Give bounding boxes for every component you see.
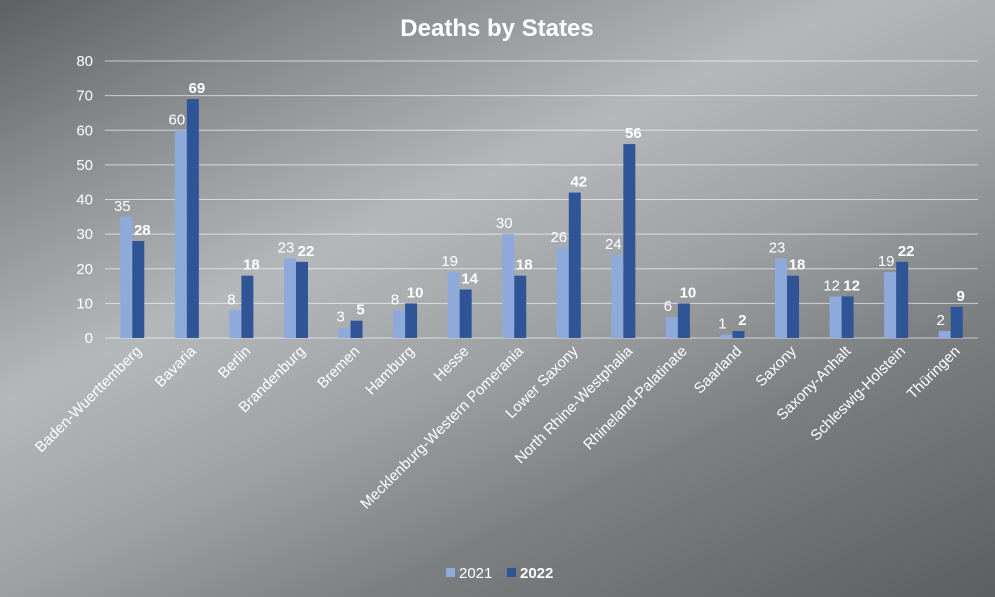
legend-swatch [446, 568, 455, 577]
legend: 2021 2022 [446, 565, 553, 582]
data-label-2021: 35 [114, 198, 131, 215]
bar-2021 [938, 331, 951, 338]
bar-2022 [950, 306, 963, 338]
y-tick-label: 50 [76, 157, 93, 174]
x-tick-label: Saxony [752, 342, 800, 390]
data-label-2022: 9 [957, 288, 965, 305]
data-label-2021: 8 [391, 291, 399, 308]
data-label-2022: 2 [738, 312, 746, 329]
bar-2021 [720, 334, 733, 338]
bar-2022 [787, 275, 800, 338]
bar-2021 [502, 234, 515, 338]
x-axis: Baden-Wuerttemberg Bavaria BerlinBrandenbu… [32, 342, 964, 512]
legend-label: 2021 [459, 565, 492, 582]
x-tick-label: Saarland [691, 343, 745, 397]
data-label-2022: 12 [843, 277, 860, 294]
legend-swatch [507, 568, 516, 577]
data-label-2021: 12 [823, 277, 840, 294]
x-tick-label: Rhineland-Palatinate [580, 343, 690, 453]
bar-2022 [514, 275, 527, 338]
bar-2022 [841, 296, 854, 338]
bar-2021 [611, 254, 624, 338]
bar-2022 [677, 303, 690, 338]
bar-2022 [350, 320, 363, 338]
data-label-2022: 5 [356, 302, 364, 319]
legend-item-2022: 2022 [507, 565, 553, 582]
data-label-2022: 56 [625, 125, 642, 142]
data-label-2022: 42 [570, 174, 587, 191]
x-tick-label: Thüringen [904, 343, 964, 403]
x-tick-label: Schleswig-Holstein [807, 343, 909, 445]
bar-2021 [338, 327, 351, 338]
bar-2022 [405, 303, 418, 338]
y-tick-label: 60 [76, 122, 93, 139]
data-label-2021: 23 [278, 239, 295, 256]
bar-2021 [884, 272, 897, 338]
bar-2022 [459, 289, 472, 338]
y-tick-label: 10 [76, 295, 93, 312]
bars [120, 99, 963, 339]
data-label-2022: 22 [898, 243, 915, 260]
data-label-2022: 14 [461, 271, 478, 288]
bar-2022 [241, 275, 254, 338]
x-tick-label: Hesse [430, 343, 472, 385]
data-label-2021: 8 [227, 291, 235, 308]
data-label-2022: 28 [134, 222, 151, 239]
x-tick-label: Bremen [314, 343, 363, 392]
data-label-2021: 19 [441, 253, 458, 270]
bar-2021 [283, 258, 296, 338]
bar-2022 [568, 192, 581, 338]
x-tick-label: Bavaria [152, 342, 200, 390]
data-label-2021: 60 [169, 111, 186, 128]
bar-2022 [132, 241, 145, 338]
bar-2021 [665, 317, 678, 338]
bar-2022 [623, 144, 636, 338]
data-label-2021: 2 [937, 312, 945, 329]
bar-2021 [775, 258, 788, 338]
legend-item-2021: 2021 [446, 565, 492, 582]
x-tick-label: Berlin [215, 343, 254, 382]
data-label-2022: 18 [789, 257, 806, 274]
data-label-2021: 1 [718, 316, 726, 333]
y-tick-label: 0 [85, 330, 93, 347]
data-label-2022: 18 [516, 257, 533, 274]
y-tick-label: 20 [76, 261, 93, 278]
data-label-2022: 22 [298, 243, 315, 260]
data-label-2022: 10 [407, 284, 424, 301]
data-label-2022: 10 [680, 284, 697, 301]
bar-2021 [120, 216, 133, 338]
bar-2021 [229, 310, 242, 338]
x-tick-label: Baden-Wuerttemberg [32, 343, 145, 456]
bar-2022 [732, 331, 745, 338]
y-tick-label: 30 [76, 226, 93, 243]
data-label-2021: 30 [496, 215, 513, 232]
bar-2022 [896, 261, 909, 338]
bar-2021 [393, 310, 406, 338]
bar-2021 [556, 247, 569, 338]
y-tick-label: 40 [76, 192, 93, 209]
data-label-2022: 69 [189, 80, 206, 97]
data-label-2021: 23 [769, 239, 786, 256]
data-label-2021: 26 [550, 229, 567, 246]
y-axis: 0 10 20 30 40 50 60 70 80 [76, 53, 93, 347]
chart-title: Deaths by States [400, 15, 593, 42]
y-tick-label: 70 [76, 88, 93, 105]
data-label-2021: 24 [605, 236, 622, 253]
y-tick-label: 80 [76, 53, 93, 70]
data-label-2021: 3 [336, 309, 344, 326]
x-tick-label: Hamburg [362, 343, 418, 399]
data-label-2021: 6 [664, 298, 672, 315]
bar-2021 [447, 272, 460, 338]
bar-2022 [295, 261, 308, 338]
data-label-2021: 19 [878, 253, 895, 270]
bar-2022 [186, 99, 199, 339]
bar-2021 [829, 296, 842, 338]
bar-2021 [174, 130, 187, 338]
legend-label: 2022 [520, 565, 553, 582]
data-label-2022: 18 [243, 257, 260, 274]
